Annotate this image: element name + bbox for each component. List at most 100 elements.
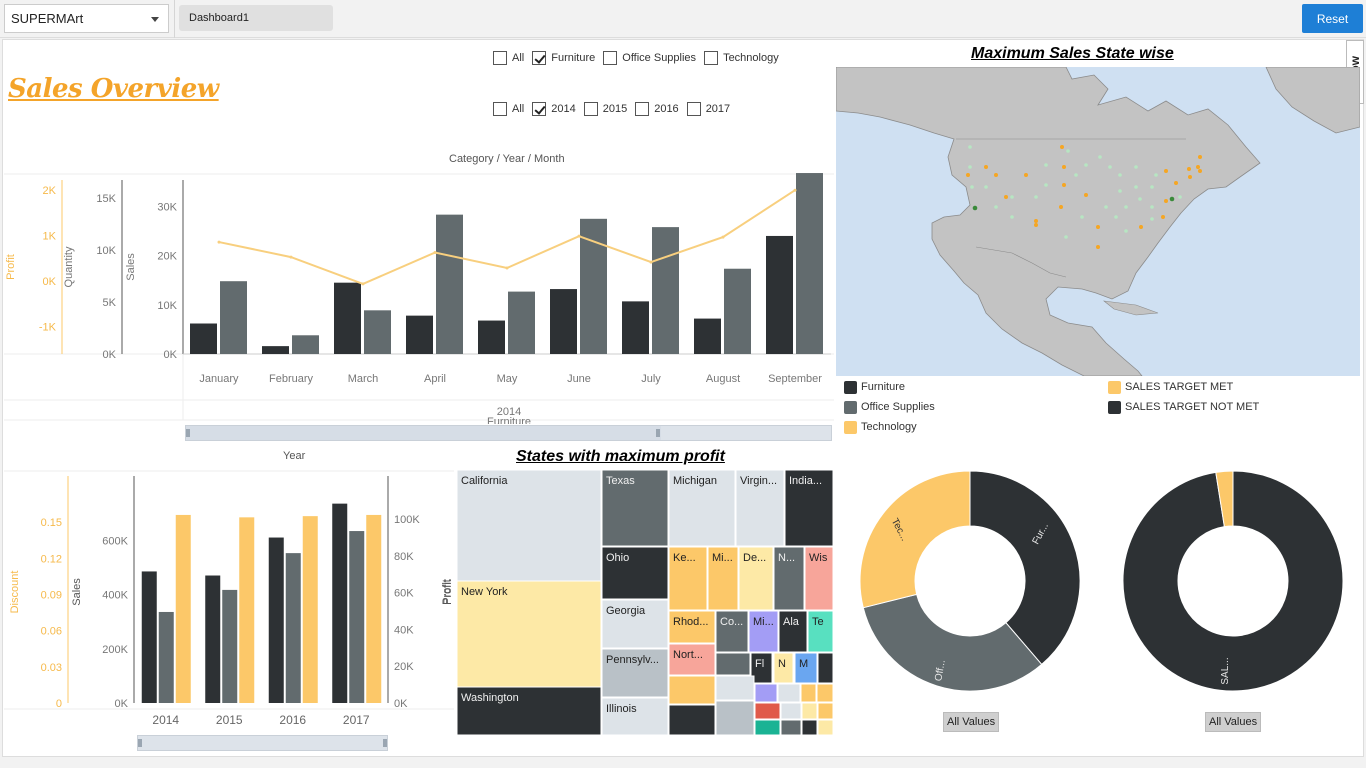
sales-bar[interactable]: [478, 320, 505, 354]
map-dot-state[interactable]: [1154, 173, 1158, 177]
category-technology-checkbox[interactable]: Technology: [704, 51, 779, 65]
treemap-cell[interactable]: [778, 610, 808, 653]
map-dot-state[interactable]: [968, 145, 972, 149]
treemap-cell[interactable]: [668, 470, 736, 547]
profit-point[interactable]: [505, 266, 509, 270]
year-2015-checkbox[interactable]: 2015: [583, 102, 627, 116]
map-dot-state[interactable]: [1064, 235, 1068, 239]
treemap-cell-small[interactable]: [668, 704, 716, 736]
donut-slice[interactable]: [1215, 470, 1234, 528]
treemap-cell[interactable]: [456, 580, 602, 688]
map-dot-state[interactable]: [1080, 215, 1084, 219]
sales-bar[interactable]: [766, 235, 793, 354]
map-dot-state[interactable]: [968, 165, 972, 169]
map-dot-state[interactable]: [1150, 185, 1154, 189]
treemap-cell-small[interactable]: [780, 719, 802, 736]
discount-bar[interactable]: [366, 514, 382, 703]
map-dot-state-target-met[interactable]: [1062, 183, 1066, 187]
quantity-bar[interactable]: [580, 218, 607, 354]
monthly-chart-scrollbar[interactable]: [185, 425, 832, 441]
map-dot-state-target-met[interactable]: [1164, 169, 1168, 173]
quantity-bar[interactable]: [508, 291, 535, 354]
datasource-select[interactable]: SUPERMArt: [4, 4, 169, 33]
map-dot-state[interactable]: [1138, 197, 1142, 201]
year-2016-checkbox[interactable]: 2016: [635, 102, 679, 116]
map-dot-state[interactable]: [1044, 183, 1048, 187]
donut-slice[interactable]: [862, 593, 1043, 692]
profit-bar[interactable]: [349, 531, 365, 703]
treemap-cell[interactable]: [707, 546, 739, 611]
category-office-supplies-checkbox[interactable]: Office Supplies: [603, 51, 696, 65]
map-dot-state[interactable]: [1098, 155, 1102, 159]
treemap-cell[interactable]: [804, 546, 834, 611]
profit-point[interactable]: [217, 240, 221, 244]
profit-point[interactable]: [433, 251, 437, 255]
map-dot-state[interactable]: [1034, 195, 1038, 199]
map-dot-state-target-met[interactable]: [984, 165, 988, 169]
map-dot-state-target-met[interactable]: [1174, 181, 1178, 185]
map-dot-state[interactable]: [1150, 205, 1154, 209]
map-dot-state[interactable]: [1118, 189, 1122, 193]
sales-bar[interactable]: [406, 315, 433, 354]
donut-slice[interactable]: [969, 470, 1081, 666]
profit-point[interactable]: [649, 260, 653, 264]
treemap-cell[interactable]: [738, 546, 774, 611]
profit-bar[interactable]: [158, 611, 174, 703]
treemap-cell[interactable]: [456, 686, 602, 736]
treemap-cell-small[interactable]: [754, 702, 781, 720]
treemap-cell[interactable]: [794, 652, 818, 684]
map-dot-state-top[interactable]: [1169, 196, 1175, 202]
map-dot-state[interactable]: [1010, 215, 1014, 219]
quantity-bar[interactable]: [292, 335, 319, 354]
map-dot-state-target-met[interactable]: [966, 173, 970, 177]
map-dot-state[interactable]: [1104, 205, 1108, 209]
sales-bar[interactable]: [268, 537, 284, 703]
donut-right-all-values-button[interactable]: All Values: [1205, 712, 1262, 732]
profit-bar[interactable]: [222, 589, 238, 703]
tab-dashboard1[interactable]: Dashboard1: [179, 5, 333, 31]
map-dot-state[interactable]: [984, 185, 988, 189]
map-dot-state-target-met[interactable]: [1187, 167, 1191, 171]
treemap-cell-small[interactable]: [816, 683, 834, 703]
map-dot-state-target-met[interactable]: [1198, 155, 1202, 159]
map-dot-state[interactable]: [1108, 165, 1112, 169]
year-2017-checkbox[interactable]: 2017: [686, 102, 730, 116]
legend-item-target-met[interactable]: SALES TARGET MET: [1108, 377, 1259, 397]
treemap-cell[interactable]: [784, 470, 834, 547]
map-dot-state-target-met[interactable]: [1034, 223, 1038, 227]
profit-line[interactable]: [218, 189, 796, 286]
map-dot-state[interactable]: [1124, 229, 1128, 233]
treemap-cell-small[interactable]: [715, 700, 755, 736]
treemap-cell[interactable]: [773, 546, 805, 611]
discount-bar[interactable]: [302, 516, 318, 703]
treemap-cell[interactable]: [748, 610, 779, 653]
map-dot-state-target-met[interactable]: [1062, 165, 1066, 169]
treemap-cell-small[interactable]: [800, 683, 817, 703]
treemap-cell[interactable]: [601, 599, 669, 649]
quantity-bar[interactable]: [220, 281, 247, 354]
map-dot-state-target-met[interactable]: [1196, 165, 1200, 169]
map-dot-state-target-met[interactable]: [1084, 193, 1088, 197]
map-dot-state-top[interactable]: [972, 205, 978, 211]
discount-bar[interactable]: [239, 517, 255, 703]
quantity-bar[interactable]: [436, 214, 463, 354]
treemap-cell[interactable]: [601, 470, 669, 547]
sales-bar[interactable]: [141, 571, 157, 703]
scroll-handle-left[interactable]: [186, 429, 190, 437]
treemap-cell[interactable]: [601, 697, 669, 736]
profit-point[interactable]: [721, 235, 725, 239]
treemap-cell-small[interactable]: [780, 702, 802, 720]
sales-bar[interactable]: [332, 503, 348, 703]
reset-button[interactable]: Reset: [1302, 4, 1363, 33]
sales-bar[interactable]: [205, 575, 221, 703]
donut-left-all-values-button[interactable]: All Values: [943, 712, 1000, 732]
sales-bar[interactable]: [334, 282, 361, 354]
treemap-cell-small[interactable]: [754, 683, 778, 703]
quantity-bar[interactable]: [652, 227, 679, 354]
map-dot-state[interactable]: [1118, 173, 1122, 177]
profit-point[interactable]: [577, 234, 581, 238]
map-dot-state-target-met[interactable]: [1034, 219, 1038, 223]
map-dot-state[interactable]: [1134, 185, 1138, 189]
treemap-cell[interactable]: [668, 546, 708, 611]
sales-bar[interactable]: [262, 346, 289, 354]
